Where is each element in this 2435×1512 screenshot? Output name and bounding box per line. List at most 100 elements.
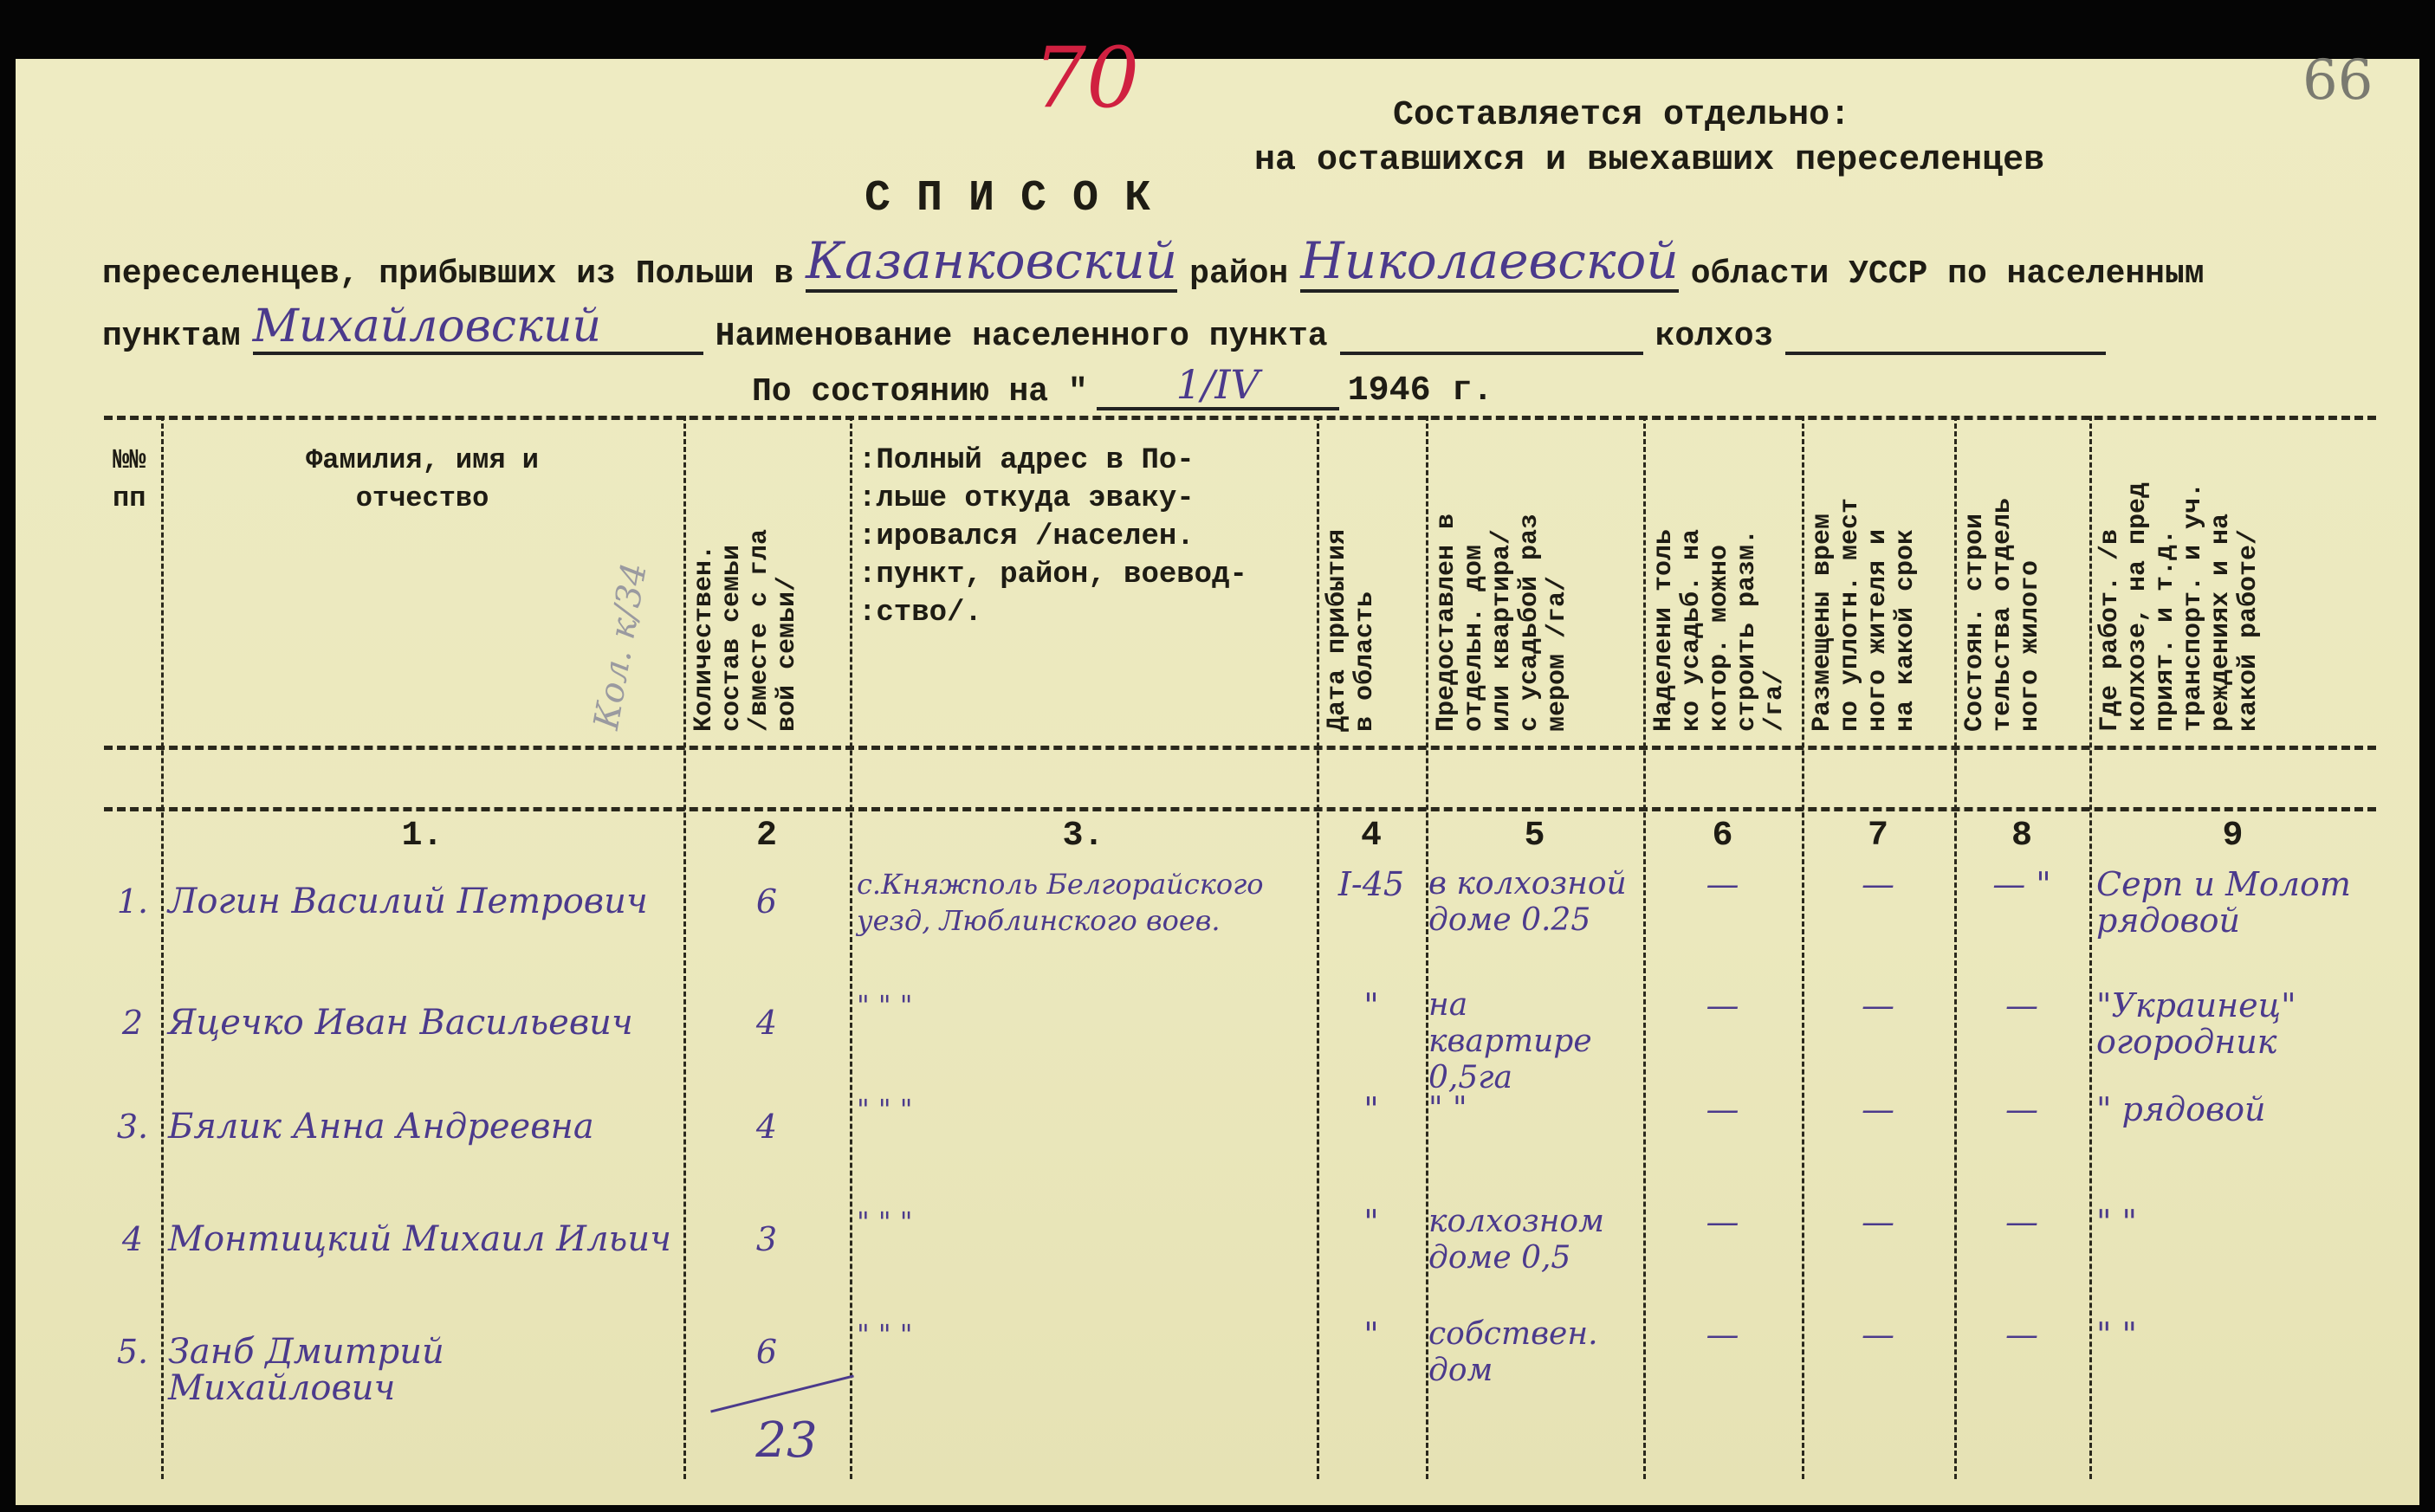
table-cell-work: Серп и Молот рядовой xyxy=(2096,865,2351,940)
table-cell-n: 1. xyxy=(116,882,149,921)
column-divider xyxy=(1643,416,1646,1479)
column-number: 9 xyxy=(2222,817,2244,856)
note-line-1: Составляется отдельно: xyxy=(1393,96,1851,135)
note-line-2: на оставшихся и выехавших переселенцев xyxy=(1254,141,2045,180)
table-rule xyxy=(104,807,2376,811)
intro-text: переселенцев, прибывших из Польши в xyxy=(102,255,794,294)
table-cell-date: " xyxy=(1363,1203,1379,1241)
table-cell-date: I-45 xyxy=(1337,865,1405,903)
table-cell-temp: — xyxy=(1862,1090,1894,1128)
column-header: Количествен. состав семьи /вместе с гла … xyxy=(690,528,802,732)
column-header: Состоян. строи тельства отдель ного жило… xyxy=(1960,497,2045,732)
table-cell-build: — xyxy=(2005,1203,2038,1241)
as-of-date: 1/IV xyxy=(1096,363,1339,410)
table-cell-plot: — xyxy=(1706,986,1739,1024)
table-cell-n: 5. xyxy=(116,1333,149,1371)
document-title: С П И С О К xyxy=(865,174,1151,223)
column-number: 4 xyxy=(1360,817,1382,856)
kolkhoz-blank xyxy=(1785,352,2107,355)
table-cell-date: " xyxy=(1363,1315,1379,1354)
column-divider xyxy=(1426,416,1428,1479)
table-cell-family: 4 xyxy=(755,1108,778,1146)
table-cell-work: " рядовой xyxy=(2096,1090,2266,1128)
table-cell-family: 6 xyxy=(755,882,778,921)
pencil-note: Кол. к/34 xyxy=(586,559,656,733)
table-cell-housing: " " xyxy=(1428,1091,1467,1127)
table-cell-address: " " " xyxy=(857,1318,913,1351)
column-number: 3. xyxy=(1062,817,1104,856)
district-field: Казанковский xyxy=(806,233,1178,293)
table-cell-date: " xyxy=(1363,1090,1379,1128)
table-cell-family: 3 xyxy=(755,1220,778,1258)
column-divider xyxy=(1954,416,1957,1479)
table-cell-address: " " " xyxy=(857,1093,913,1126)
table-cell-name: Яцечко Иван Васильевич xyxy=(168,1003,633,1043)
column-number: 5 xyxy=(1524,817,1545,856)
table-cell-build: — " xyxy=(1992,865,2051,903)
table-cell-temp: — xyxy=(1862,986,1894,1024)
table-cell-temp: — xyxy=(1862,1203,1894,1241)
as-of-label: По состоянию на " xyxy=(752,373,1088,411)
table-cell-date: " xyxy=(1363,986,1379,1024)
table-cell-name: Бялик Анна Андреевна xyxy=(168,1107,594,1147)
table-cell-temp: — xyxy=(1862,1315,1894,1354)
table-cell-build: — xyxy=(2005,986,2038,1024)
sheet-number: 70 xyxy=(1033,29,1140,126)
column-divider xyxy=(1802,416,1804,1479)
table-cell-build: — xyxy=(2005,1090,2038,1128)
column-number: 2 xyxy=(755,817,777,856)
table-cell-family: 6 xyxy=(755,1333,778,1371)
table-cell-n: 2 xyxy=(121,1004,144,1042)
intro-line-2: пунктам Михайловский Наименование населе… xyxy=(102,301,2107,356)
table-cell-housing: собствен. дом xyxy=(1428,1316,1598,1388)
column-header: :Полный адрес в По- :льше откуда эваку- … xyxy=(858,444,1247,630)
column-header: Наделени толь ко усадьб. на котор. можно… xyxy=(1649,528,1790,732)
table-cell-address: " " " xyxy=(857,1205,913,1238)
column-header: Размещены врем по уплотн. мест ного жите… xyxy=(1808,497,1920,732)
table-cell-name: Монтицкий Михаил Ильич xyxy=(168,1219,671,1259)
column-number: 7 xyxy=(1867,817,1888,856)
document-page: 70 66 Составляется отдельно: на оставших… xyxy=(16,32,2419,1505)
column-divider xyxy=(683,416,686,1479)
intro-text: колхоз xyxy=(1655,318,1774,356)
table-cell-address: " " " xyxy=(857,989,913,1022)
table-cell-housing: в колхозной доме 0.25 xyxy=(1428,866,1627,938)
column-divider xyxy=(850,416,852,1479)
settlement-blank xyxy=(1339,352,1643,355)
table-cell-housing: на квартире 0,5га xyxy=(1428,987,1592,1095)
table-cell-plot: — xyxy=(1706,1203,1739,1241)
village-field: Михайловский xyxy=(252,301,703,355)
table-cell-address: с.Княжполь Белгорайского уезд, Люблинско… xyxy=(857,868,1264,937)
as-of-year: 1946 г. xyxy=(1347,372,1493,410)
column-header: Где работ. /в колхозе, на пред прият. и … xyxy=(2095,481,2263,732)
column-header: Фамилия, имя и отчество xyxy=(306,444,539,514)
table-cell-n: 3. xyxy=(116,1108,149,1146)
column-number: 6 xyxy=(1712,817,1733,856)
region-field: Николаевской xyxy=(1300,233,1679,293)
column-header: Предоставлен в отдельн. дом или квартира… xyxy=(1432,513,1572,732)
column-divider xyxy=(1317,416,1319,1479)
table-cell-housing: колхозном доме 0,5 xyxy=(1428,1204,1604,1276)
family-total: 23 xyxy=(755,1412,818,1469)
table-rule xyxy=(104,416,2376,420)
column-number: 1. xyxy=(401,817,444,856)
intro-text: области УССР по населенным xyxy=(1690,255,2205,294)
intro-text: район xyxy=(1189,255,1289,294)
table-cell-n: 4 xyxy=(121,1220,144,1258)
page-number: 66 xyxy=(2302,48,2373,113)
column-header: №№ пп xyxy=(113,444,146,514)
intro-text: Наименование населенного пункта xyxy=(715,318,1328,356)
column-divider xyxy=(161,416,164,1479)
column-divider xyxy=(2089,416,2092,1479)
table-rule xyxy=(104,746,2376,750)
table-cell-work: "Украинец" огородник xyxy=(2096,986,2296,1061)
column-header: Дата прибытия в область xyxy=(1323,528,1380,732)
table-cell-name: Занб Дмитрий Михайлович xyxy=(168,1332,444,1408)
table-cell-plot: — xyxy=(1706,865,1739,903)
table-cell-temp: — xyxy=(1862,865,1894,903)
table-cell-plot: — xyxy=(1706,1315,1739,1354)
total-underline xyxy=(710,1374,854,1413)
intro-line-1: переселенцев, прибывших из Польши в Каза… xyxy=(102,232,2205,293)
table-cell-family: 4 xyxy=(755,1004,778,1042)
table-cell-build: — xyxy=(2005,1315,2038,1354)
